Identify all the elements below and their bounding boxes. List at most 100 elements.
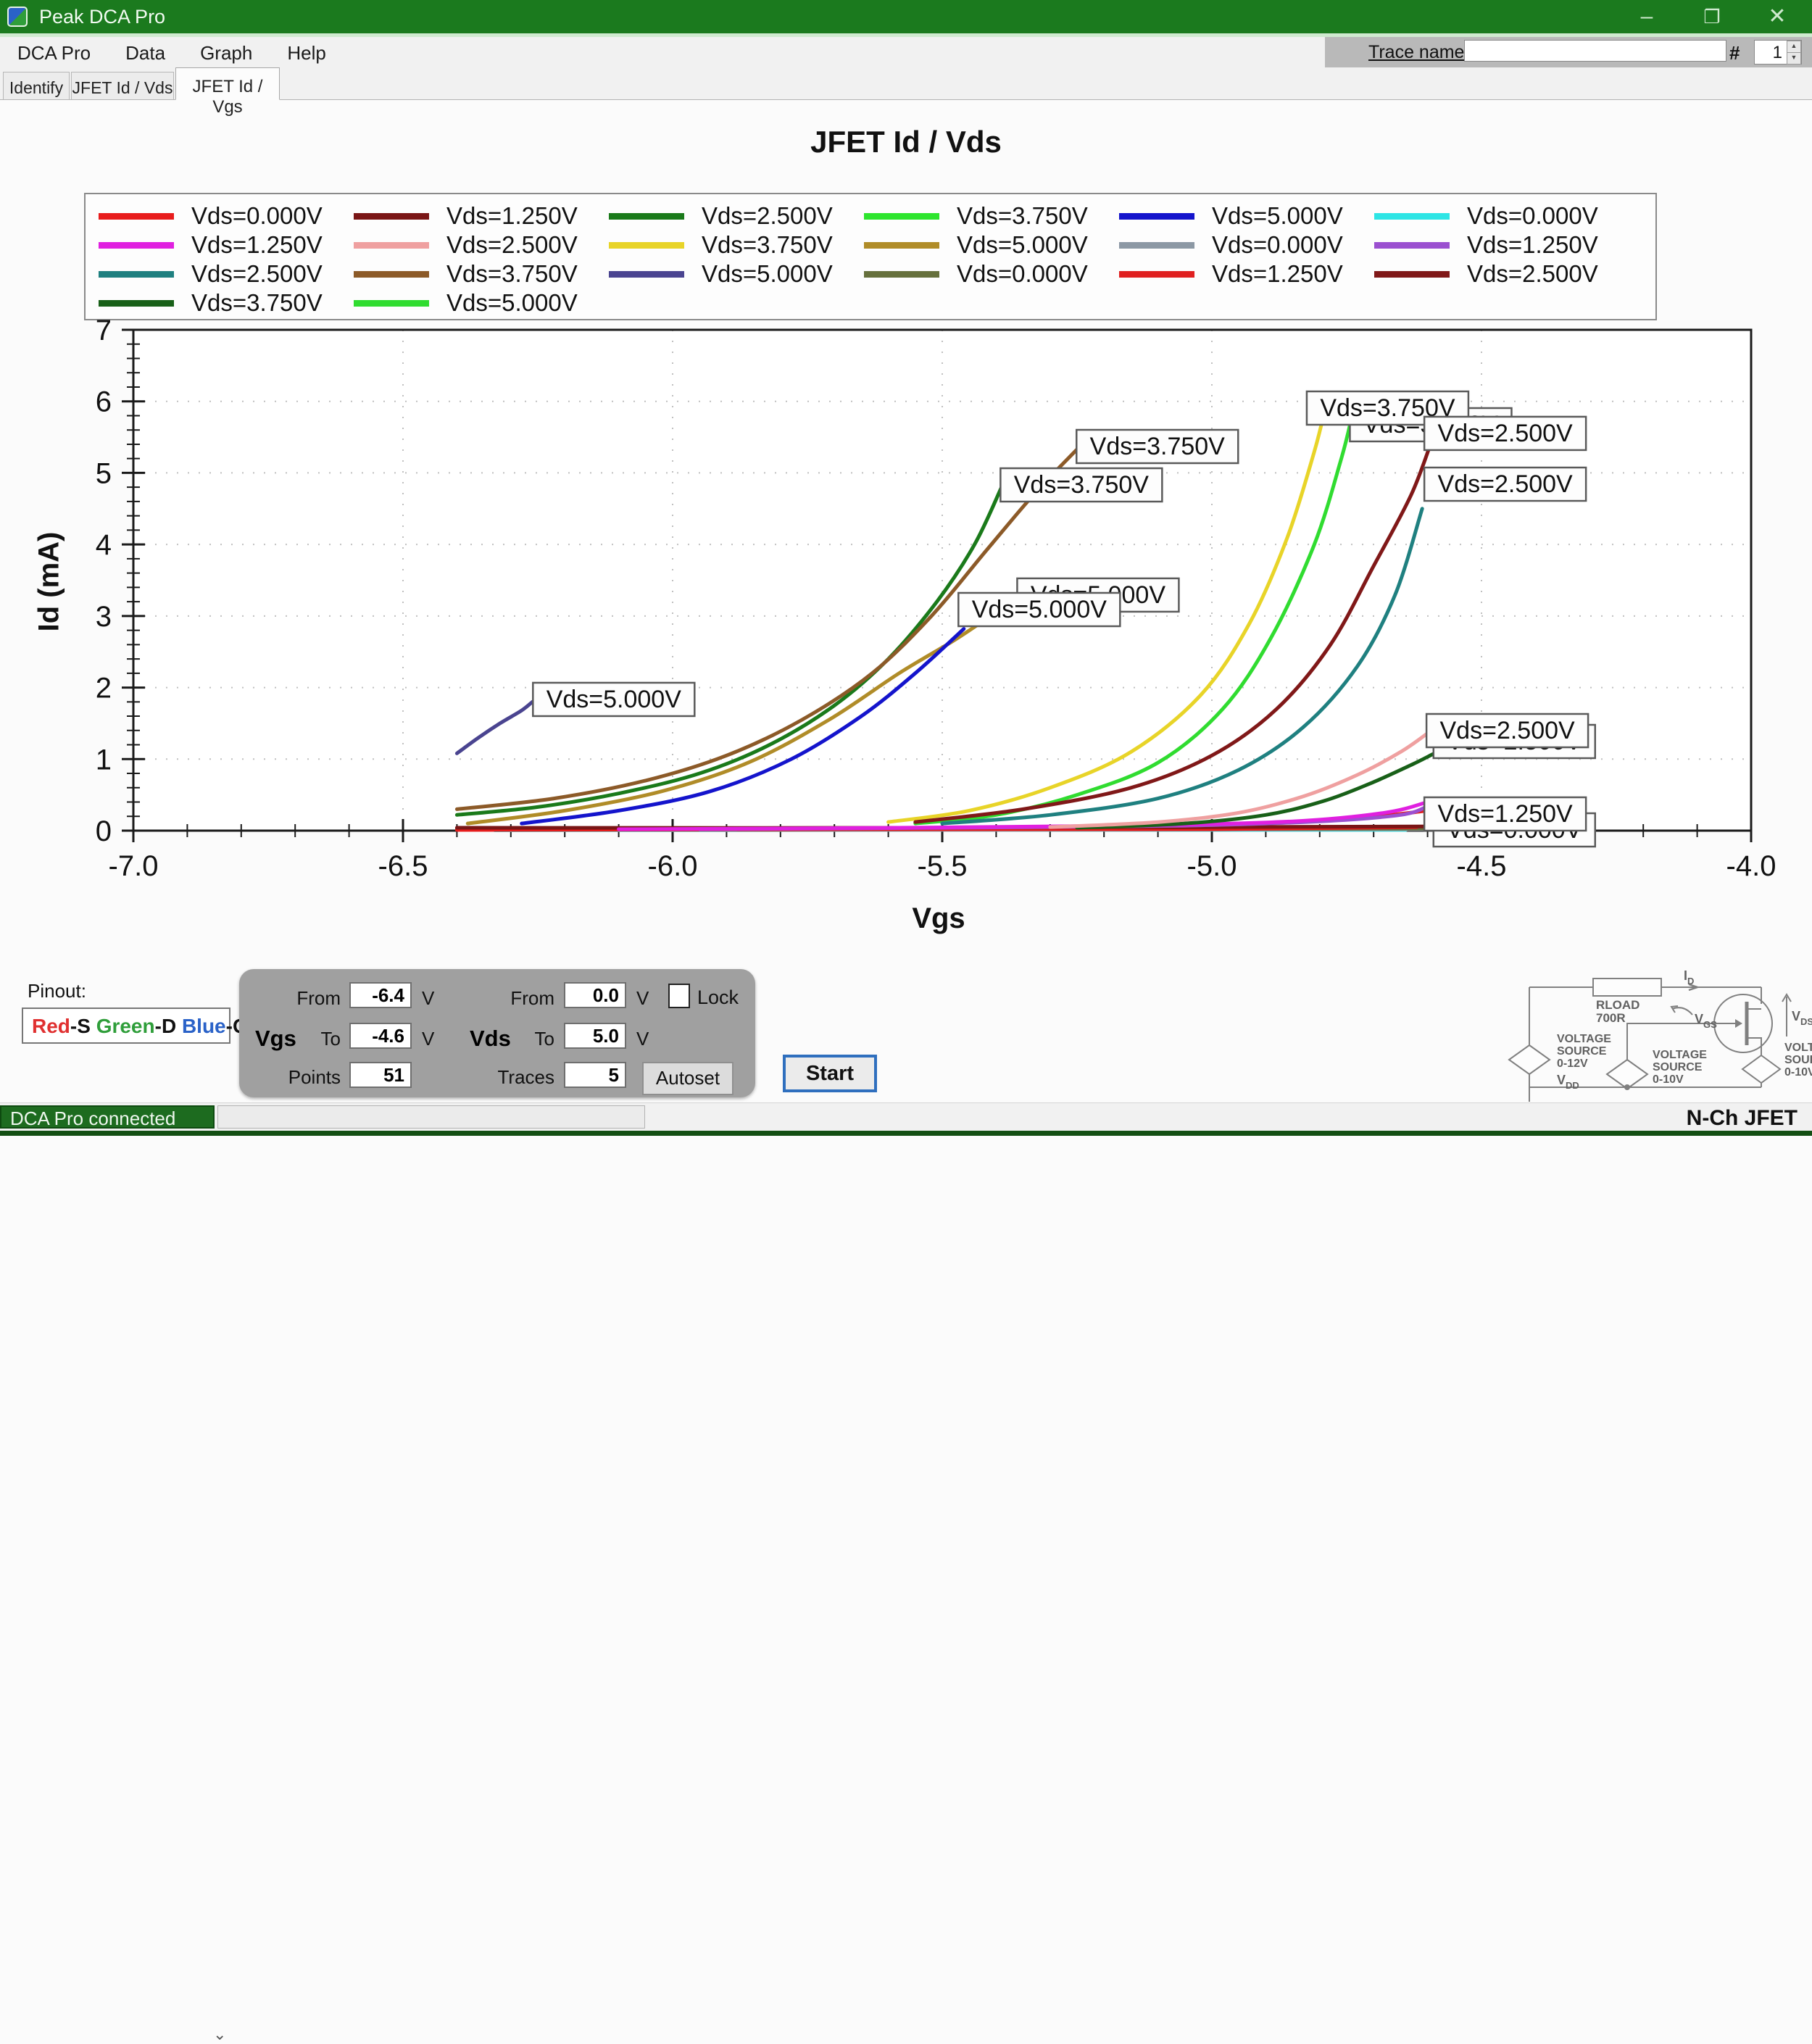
curve-label-text: Vds=5.000V [546,686,682,713]
x-tick-label: -7.0 [109,850,159,882]
curve-vds-2.500v-run4 [913,435,1435,824]
window-title: Peak DCA Pro [39,6,166,28]
tab-jfet-id-vds[interactable]: JFET Id / Vds [71,72,174,99]
tab-identify[interactable]: Identify [3,72,70,99]
legend-item: Vds=5.000V [354,288,609,317]
menu-item-dca-pro[interactable]: DCA Pro [17,42,91,64]
app-icon [7,7,28,27]
vds-to-label: To [534,1028,554,1050]
y-tick-label: 4 [96,529,112,561]
curve-label-box [1349,407,1513,443]
legend-item: Vds=5.000V [1119,202,1374,230]
pinout-label: Pinout: [28,980,86,1002]
legend-label: Vds=2.500V [446,231,578,258]
vgs-from-unit: V [422,987,435,1009]
curve-label-box [532,681,696,718]
curve-label-text: Vds=5.000V [1363,411,1499,439]
autoset-button[interactable]: Autoset [642,1062,733,1095]
vds-from-input[interactable] [564,982,626,1008]
vgs-from-input[interactable] [349,982,412,1008]
legend-color-line [1374,241,1450,249]
legend-item: Vds=5.000V [609,259,864,288]
trace-name-label: Trace name [1368,42,1465,62]
vds-from-unit: V [636,987,649,1009]
legend-color-line [354,270,429,278]
legend-label: Vds=3.750V [702,231,833,258]
curve-label-box [1076,428,1239,465]
legend-color-line [1374,270,1450,278]
legend-label: Vds=1.250V [446,202,578,229]
traces-label: Traces [497,1066,555,1088]
legend-color-line [1374,212,1450,220]
vds-to-input[interactable] [564,1023,626,1049]
pinout-select[interactable]: Red-S Green-D Blue-G ⌄ [22,1008,249,2043]
legend-label: Vds=3.750V [446,260,578,287]
spinner-down-icon[interactable]: ▼ [1787,52,1801,65]
legend-label: Vds=5.000V [702,260,833,287]
legend-color-line [864,270,939,278]
y-tick-label: 2 [96,673,112,705]
legend-color-line [99,299,174,307]
legend-label: Vds=0.000V [1212,231,1343,258]
legend-label: Vds=1.250V [1212,260,1343,287]
chevron-down-icon: ⌄ [213,2025,227,2043]
y-tick-label: 6 [96,386,112,418]
legend-item: Vds=2.500V [609,202,864,230]
plot-frame [132,328,1753,832]
curve-label-text: Vds=2.500V [1440,717,1576,744]
points-input[interactable] [349,1062,412,1088]
vgs-voltage-label: VGS [1695,1012,1717,1030]
x-tick-label: -4.0 [1726,850,1776,882]
legend-color-line [609,241,684,249]
source2-label-line1: VOLTAGE [1653,1049,1707,1061]
curve-label-text: Vds=3.750V [1090,433,1226,460]
vgs-to-input[interactable] [349,1023,412,1049]
test-circuit-diagram: RLOAD 700R ID VDS VGS VOLTAGE SOURCE 0-1… [1508,968,1812,1102]
source2-label-line2: SOURCE [1653,1061,1703,1073]
legend-label: Vds=5.000V [446,289,578,316]
menu-item-help[interactable]: Help [287,42,326,64]
legend-label: Vds=2.500V [702,202,833,229]
chart-legend: Vds=0.000V Vds=1.250V Vds=2.500V Vds=3.750V… [84,193,1657,320]
sweep-settings-panel: From V Vgs To V Points From V Vds To V T… [239,969,755,1097]
curve-label-text: Vds=5.000V [972,596,1107,623]
legend-label: Vds=5.000V [1212,202,1343,229]
start-button[interactable]: Start [783,1055,877,1092]
spinner-up-icon[interactable]: ▲ [1787,41,1801,53]
legend-color-line [354,299,429,307]
minimize-button[interactable]: – [1640,4,1653,28]
curve-vds-2.500v-run3 [940,507,1424,826]
menu-item-data[interactable]: Data [125,42,166,64]
curve-vds-1.250v-run2 [617,800,1430,831]
x-tick-label: -5.5 [918,850,968,882]
close-button[interactable]: ✕ [1768,4,1787,28]
pinout-part: -D [154,1015,182,1037]
legend-item: Vds=1.250V [99,230,354,259]
curve-label-text: Vds=5.000V [1031,581,1166,609]
curve-label-box [1432,723,1597,760]
traces-input[interactable] [564,1062,626,1088]
legend-label: Vds=1.250V [1467,231,1598,258]
legend-color-line [609,212,684,220]
menu-item-graph[interactable]: Graph [200,42,253,64]
vgs-to-unit: V [422,1028,435,1050]
trace-number-spinner[interactable]: 1 ▲ ▼ [1754,40,1802,65]
titlebar-accent-strip [0,33,1812,37]
vds-from-label: From [510,987,554,1009]
vds-to-unit: V [636,1028,649,1050]
restore-button[interactable]: ❐ [1703,6,1721,28]
trace-name-input[interactable] [1464,40,1726,62]
legend-item: Vds=2.500V [99,259,354,288]
legend-label: Vds=3.750V [957,202,1088,229]
vdd-label: VDD [1557,1073,1579,1091]
tab-jfet-id-vgs[interactable]: JFET Id / Vgs [175,67,280,117]
vgs-from-label: From [296,987,341,1009]
y-tick-label: 0 [96,815,112,847]
legend-item: Vds=1.250V [354,202,609,230]
legend-item: Vds=2.500V [354,230,609,259]
x-tick-label: -6.0 [648,850,698,882]
source1-label-line3: 0-12V [1557,1058,1588,1070]
legend-label: Vds=2.500V [1467,260,1598,287]
lock-checkbox[interactable] [668,984,690,1008]
